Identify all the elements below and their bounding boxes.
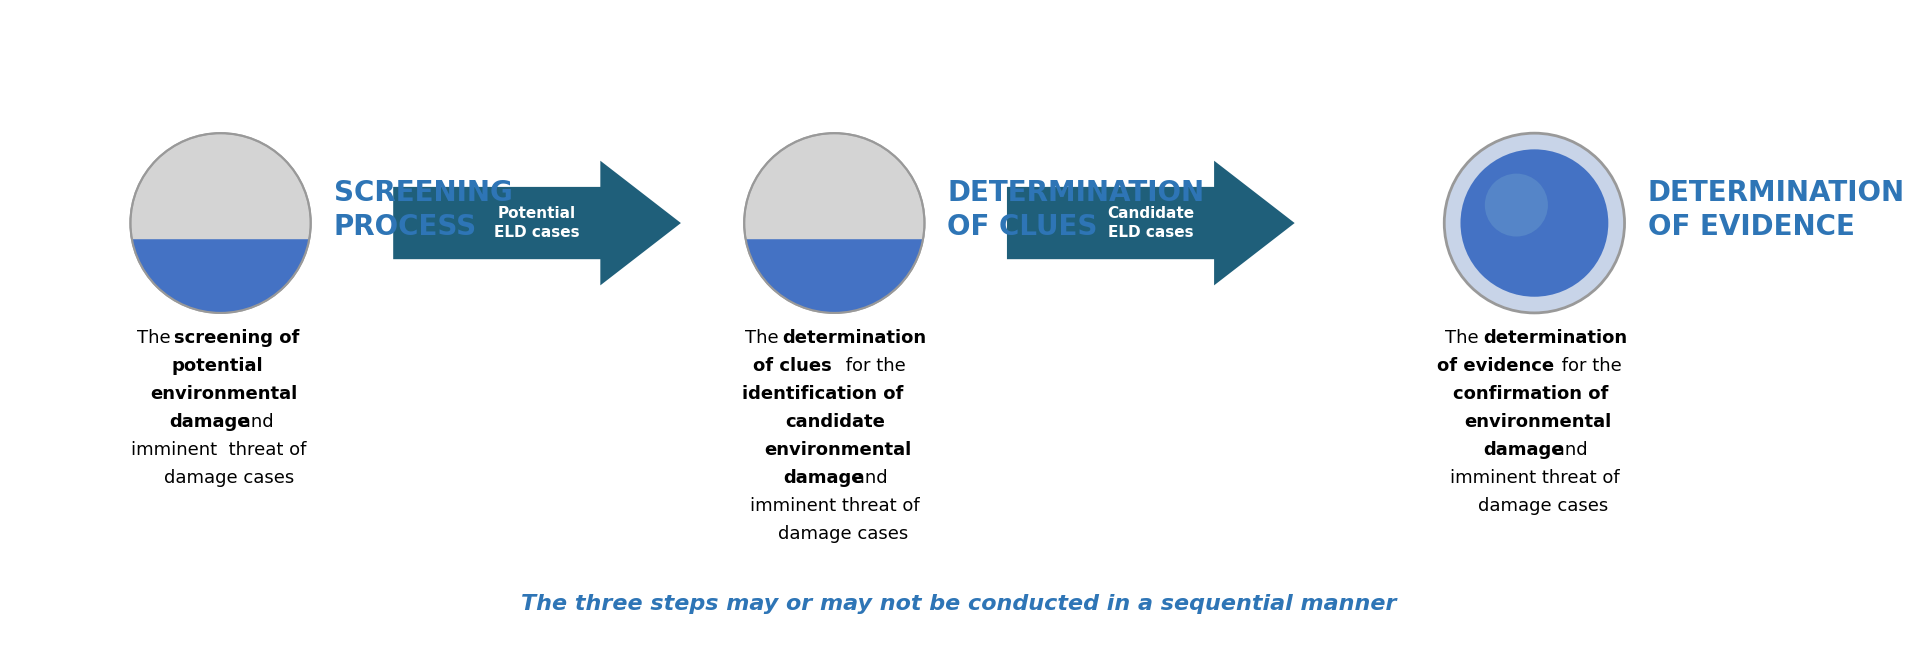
Text: DETERMINATION
OF CLUES: DETERMINATION OF CLUES [947,179,1205,241]
Text: determination: determination [783,329,926,347]
Text: The three steps may or may not be conducted in a sequential manner: The three steps may or may not be conduc… [522,594,1396,613]
Ellipse shape [744,133,924,313]
Text: Candidate
ELD cases: Candidate ELD cases [1107,206,1195,240]
Text: imminent threat of: imminent threat of [1450,469,1619,487]
Text: determination: determination [1483,329,1626,347]
Text: for the: for the [1555,358,1623,375]
Polygon shape [132,239,309,313]
Text: The: The [744,329,784,347]
Ellipse shape [1444,133,1625,313]
Text: damage: damage [169,413,249,431]
Text: and: and [234,413,274,431]
Text: damage cases: damage cases [779,525,909,543]
Text: environmental: environmental [763,441,911,459]
Text: environmental: environmental [150,385,297,403]
Text: imminent  threat of: imminent threat of [130,441,307,459]
Text: and: and [848,469,888,487]
Text: SCREENING
PROCESS: SCREENING PROCESS [334,179,512,241]
Text: confirmation of: confirmation of [1454,385,1609,403]
Text: identification of: identification of [742,385,903,403]
Text: screening of: screening of [175,329,299,347]
Text: DETERMINATION
OF EVIDENCE: DETERMINATION OF EVIDENCE [1648,179,1905,241]
Text: damage cases: damage cases [1479,497,1609,515]
Text: The: The [136,329,176,347]
Text: candidate: candidate [786,413,886,431]
Polygon shape [1007,161,1295,285]
Text: The: The [1444,329,1485,347]
Text: damage: damage [1483,441,1563,459]
Text: potential: potential [173,358,263,375]
Ellipse shape [1485,174,1548,237]
Text: of clues: of clues [754,358,832,375]
Text: imminent threat of: imminent threat of [750,497,919,515]
Text: and: and [1548,441,1588,459]
Ellipse shape [130,133,311,313]
Text: of evidence: of evidence [1437,358,1554,375]
Polygon shape [393,161,681,285]
Text: environmental: environmental [1463,413,1611,431]
Polygon shape [746,239,923,313]
Text: damage cases: damage cases [165,469,295,487]
Text: for the: for the [840,358,905,375]
Text: damage: damage [783,469,863,487]
Ellipse shape [1460,150,1609,297]
Text: Potential
ELD cases: Potential ELD cases [495,206,579,240]
